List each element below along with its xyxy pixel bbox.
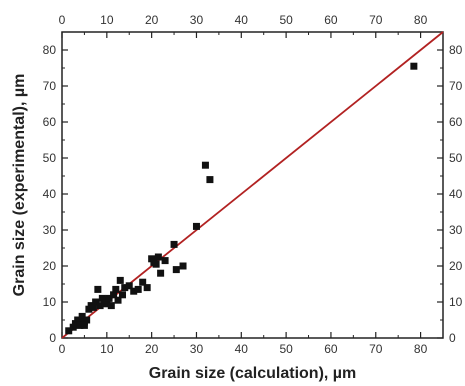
x-tick-label-top: 40: [235, 13, 249, 27]
y-tick-label-right: 80: [449, 43, 463, 57]
y-axis-title: Grain size (experimental), µm: [11, 74, 28, 297]
x-axis-title: Grain size (calculation), µm: [149, 365, 357, 382]
x-tick-label-top: 10: [100, 13, 114, 27]
data-point: [76, 321, 84, 329]
data-point: [206, 176, 214, 184]
data-point: [201, 161, 209, 169]
data-point: [192, 222, 200, 230]
data-point: [114, 296, 122, 304]
data-point: [161, 257, 169, 265]
y-tick-label-right: 70: [449, 79, 463, 93]
data-point: [65, 327, 73, 335]
data-point: [143, 284, 151, 292]
x-tick-label-top: 30: [190, 13, 204, 27]
data-point: [83, 316, 91, 324]
data-point: [130, 287, 138, 295]
data-point: [172, 266, 180, 274]
data-point: [107, 302, 115, 310]
x-tick-label-bottom: 60: [324, 342, 338, 356]
data-point: [74, 316, 82, 324]
y-tick-label-right: 20: [449, 259, 463, 273]
data-point: [179, 262, 187, 270]
y-tick-label-left: 50: [43, 151, 57, 165]
data-point: [154, 253, 162, 261]
data-point: [139, 278, 147, 286]
data-points: [65, 62, 418, 335]
y-tick-label-left: 20: [43, 259, 57, 273]
y-tick-label-left: 80: [43, 43, 57, 57]
data-point: [92, 298, 100, 306]
x-tick-label-top: 20: [145, 13, 159, 27]
x-tick-label-bottom: 80: [414, 342, 428, 356]
data-point: [116, 276, 124, 284]
x-tick-label-bottom: 10: [100, 342, 114, 356]
data-point: [152, 260, 160, 268]
data-point: [96, 302, 104, 310]
data-point: [170, 240, 178, 248]
data-point: [94, 285, 102, 293]
x-tick-label-bottom: 40: [235, 342, 249, 356]
y-tick-label-right: 10: [449, 295, 463, 309]
data-point: [98, 294, 106, 302]
data-point: [80, 321, 88, 329]
data-point: [78, 312, 86, 320]
y-tick-label-left: 30: [43, 223, 57, 237]
data-point: [85, 305, 93, 313]
data-point: [105, 294, 113, 302]
plot-frame: [61, 31, 444, 339]
data-point: [134, 285, 142, 293]
x-tick-label-bottom: 0: [59, 342, 66, 356]
data-point: [410, 62, 418, 70]
y-tick-label-right: 0: [449, 331, 456, 345]
x-tick-label-top: 70: [369, 13, 383, 27]
data-point: [157, 269, 165, 277]
y-tick-label-left: 60: [43, 115, 57, 129]
data-point: [110, 291, 118, 299]
x-tick-label-top: 50: [279, 13, 293, 27]
x-tick-label-top: 0: [59, 13, 66, 27]
y-tick-label-right: 50: [449, 151, 463, 165]
y-tick-label-left: 0: [49, 331, 56, 345]
y-tick-label-left: 40: [43, 187, 57, 201]
x-tick-label-bottom: 30: [190, 342, 204, 356]
data-point: [71, 320, 79, 328]
x-tick-label-bottom: 20: [145, 342, 159, 356]
x-tick-label-bottom: 50: [279, 342, 293, 356]
data-point: [112, 285, 120, 293]
data-point: [89, 303, 97, 311]
data-point: [148, 255, 156, 263]
x-tick-label-top: 60: [324, 13, 338, 27]
data-point: [101, 300, 109, 308]
data-point: [121, 284, 129, 292]
data-point: [119, 291, 127, 299]
y-tick-label-right: 40: [449, 187, 463, 201]
y-tick-label-left: 70: [43, 79, 57, 93]
y-tick-label-left: 10: [43, 295, 57, 309]
x-tick-label-top: 80: [414, 13, 428, 27]
x-tick-label-bottom: 70: [369, 342, 383, 356]
y-tick-label-right: 60: [449, 115, 463, 129]
data-point: [125, 282, 133, 290]
y-tick-label-right: 30: [449, 223, 463, 237]
data-point: [69, 323, 77, 331]
